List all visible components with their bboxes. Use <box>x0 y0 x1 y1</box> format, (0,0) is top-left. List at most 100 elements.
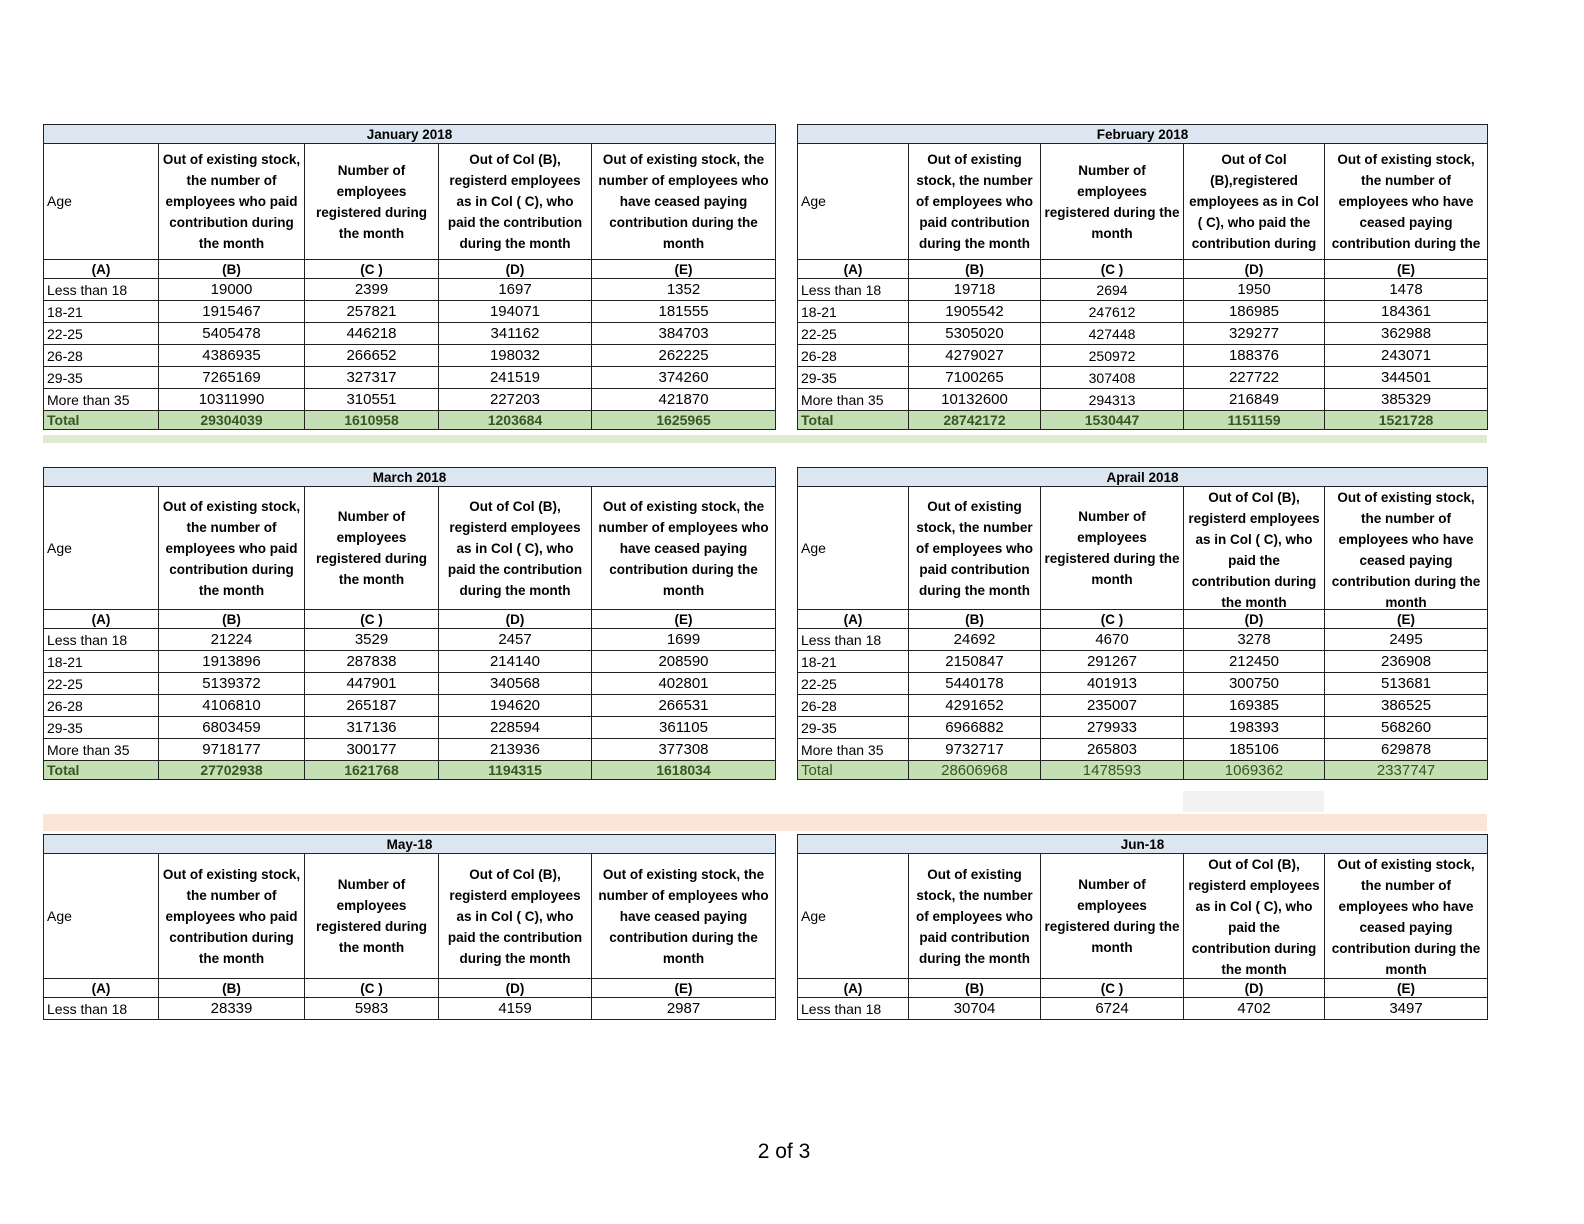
value-cell: 257821 <box>304 300 439 323</box>
age-group-cell: 29-35 <box>43 366 159 389</box>
value-cell: 1913896 <box>158 650 305 673</box>
column-header-text: Age <box>801 193 826 209</box>
value-cell: 28339 <box>158 997 305 1020</box>
value-cell: 4702 <box>1183 997 1325 1020</box>
value-cell: 2457 <box>438 628 592 651</box>
value-cell: 9718177 <box>158 738 305 761</box>
value-cell: 227203 <box>438 388 592 411</box>
age-group-cell: 18-21 <box>43 650 159 673</box>
value-cell: 9732717 <box>908 738 1041 761</box>
age-group-cell: 26-28 <box>43 344 159 367</box>
value-cell: 3497 <box>1323 997 1489 1020</box>
column-letter: (B) <box>908 259 1041 279</box>
value-cell: 385329 <box>1323 388 1489 411</box>
column-header-text: Age <box>47 539 72 556</box>
value-cell: 384703 <box>590 322 777 345</box>
column-letter: (D) <box>438 609 592 629</box>
value-cell: 307408 <box>1040 366 1184 389</box>
column-header-text: Out of existing stock, the number of emp… <box>598 152 769 251</box>
value-cell: 6724 <box>1040 997 1184 1020</box>
age-group-cell: 29-35 <box>43 716 159 739</box>
total-row: Total 28606968 1478593 1069362 2337747 <box>797 760 1489 780</box>
column-header-text: Out of existing stock, the number of emp… <box>598 866 769 966</box>
table-row: 26-28 4291652 235007 169385 386525 <box>797 694 1489 717</box>
age-group-cell: Less than 18 <box>43 278 159 301</box>
column-header: Age <box>797 486 909 610</box>
column-header: Out of Col (B), registerd employees as i… <box>1183 486 1325 610</box>
column-letter: (B) <box>158 609 305 629</box>
column-header-text: Out of existing stock, the number of emp… <box>1331 490 1481 609</box>
column-header-text: Number of employees registered during th… <box>315 509 428 587</box>
month-table: January 2018 Age Out of existing stock, th… <box>42 124 777 430</box>
total-value: 1478593 <box>1040 760 1184 780</box>
value-cell: 21224 <box>158 628 305 651</box>
value-cell: 185106 <box>1183 738 1325 761</box>
age-group-cell: 18-21 <box>797 300 909 323</box>
table-row: 22-25 5139372 447901 340568 402801 <box>43 672 776 695</box>
value-cell: 401913 <box>1040 672 1184 695</box>
column-header: Number of employees registered during th… <box>1040 143 1184 260</box>
age-group-cell: 18-21 <box>43 300 159 323</box>
table-row: Less than 18 21224 3529 2457 1699 <box>43 628 776 651</box>
column-letter: (A) <box>43 259 159 279</box>
table-title-row: January 2018 <box>42 124 777 144</box>
column-header-text: Out of existing stock, the number of emp… <box>1331 857 1481 977</box>
value-cell: 374260 <box>590 366 777 389</box>
value-cell: 629878 <box>1323 738 1489 761</box>
value-cell: 377308 <box>591 738 776 761</box>
value-cell: 265803 <box>1040 738 1184 761</box>
table-row: More than 35 9732717 265803 185106 629878 <box>797 738 1489 761</box>
value-cell: 6803459 <box>158 716 305 739</box>
total-row: Total 28742172 1530447 1151159 1521728 <box>797 410 1489 430</box>
column-header: Out of existing stock, the number of emp… <box>158 853 305 979</box>
table-row: Less than 18 30704 6724 4702 3497 <box>797 997 1489 1020</box>
table-row: 22-25 5405478 446218 341162 384703 <box>43 322 777 345</box>
age-group-cell: Less than 18 <box>797 628 909 651</box>
column-letter: (D) <box>1183 978 1325 998</box>
column-header-text: Out of Col (B), registerd employees as i… <box>447 152 583 251</box>
table-row: More than 35 9718177 300177 213936 377308 <box>43 738 776 761</box>
value-cell: 4386935 <box>158 344 305 367</box>
column-letter: (E) <box>590 259 777 279</box>
column-letter-row: (A) (B) (C ) (D) (E) <box>797 978 1489 998</box>
age-group-cell: 22-25 <box>43 322 159 345</box>
value-cell: 1950 <box>1183 278 1325 301</box>
column-header: Number of employees registered during th… <box>1040 486 1184 610</box>
gray-cell-band <box>1183 791 1324 812</box>
column-header: Number of employees registered during th… <box>304 853 439 979</box>
table-title-row: May-18 <box>42 834 777 854</box>
age-group-cell: More than 35 <box>43 738 159 761</box>
value-cell: 329277 <box>1183 322 1325 345</box>
column-letter: (D) <box>1183 609 1325 629</box>
age-group-cell: Less than 18 <box>43 628 159 651</box>
value-cell: 186985 <box>1183 300 1325 323</box>
column-letter: (A) <box>43 609 159 629</box>
month-table: March 2018 Age Out of existing stock, the … <box>43 467 776 780</box>
table-row: Less than 18 24692 4670 3278 2495 <box>797 628 1489 651</box>
column-letter: (B) <box>158 978 305 998</box>
total-value: 1610958 <box>304 410 439 430</box>
value-cell: 243071 <box>1323 344 1489 367</box>
month-table: February 2018 Age Out of existing stock, t… <box>796 124 1489 430</box>
age-group-cell: 29-35 <box>797 366 909 389</box>
value-cell: 327317 <box>304 366 439 389</box>
value-cell: 300177 <box>304 738 439 761</box>
column-header-text: Age <box>47 193 72 209</box>
column-header-row: Age Out of existing stock, the number of … <box>43 853 777 979</box>
value-cell: 402801 <box>591 672 776 695</box>
column-header-row: Age Out of existing stock, the number of … <box>797 143 1489 260</box>
column-letter: (B) <box>908 978 1041 998</box>
table-title: May-18 <box>42 834 777 854</box>
value-cell: 421870 <box>590 388 777 411</box>
table-row: More than 35 10311990 310551 227203 421870 <box>43 388 777 411</box>
column-header-text: Out of existing stock, the number of emp… <box>162 866 301 966</box>
table-row: 26-28 4106810 265187 194620 266531 <box>43 694 776 717</box>
value-cell: 184361 <box>1323 300 1489 323</box>
value-cell: 181555 <box>590 300 777 323</box>
value-cell: 194071 <box>438 300 592 323</box>
column-header-text: Age <box>801 907 826 924</box>
total-value: 1621768 <box>304 760 439 780</box>
column-header-text: Number of employees registered during th… <box>315 877 428 955</box>
total-value: 1194315 <box>438 760 592 780</box>
table-row: 18-21 1913896 287838 214140 208590 <box>43 650 776 673</box>
